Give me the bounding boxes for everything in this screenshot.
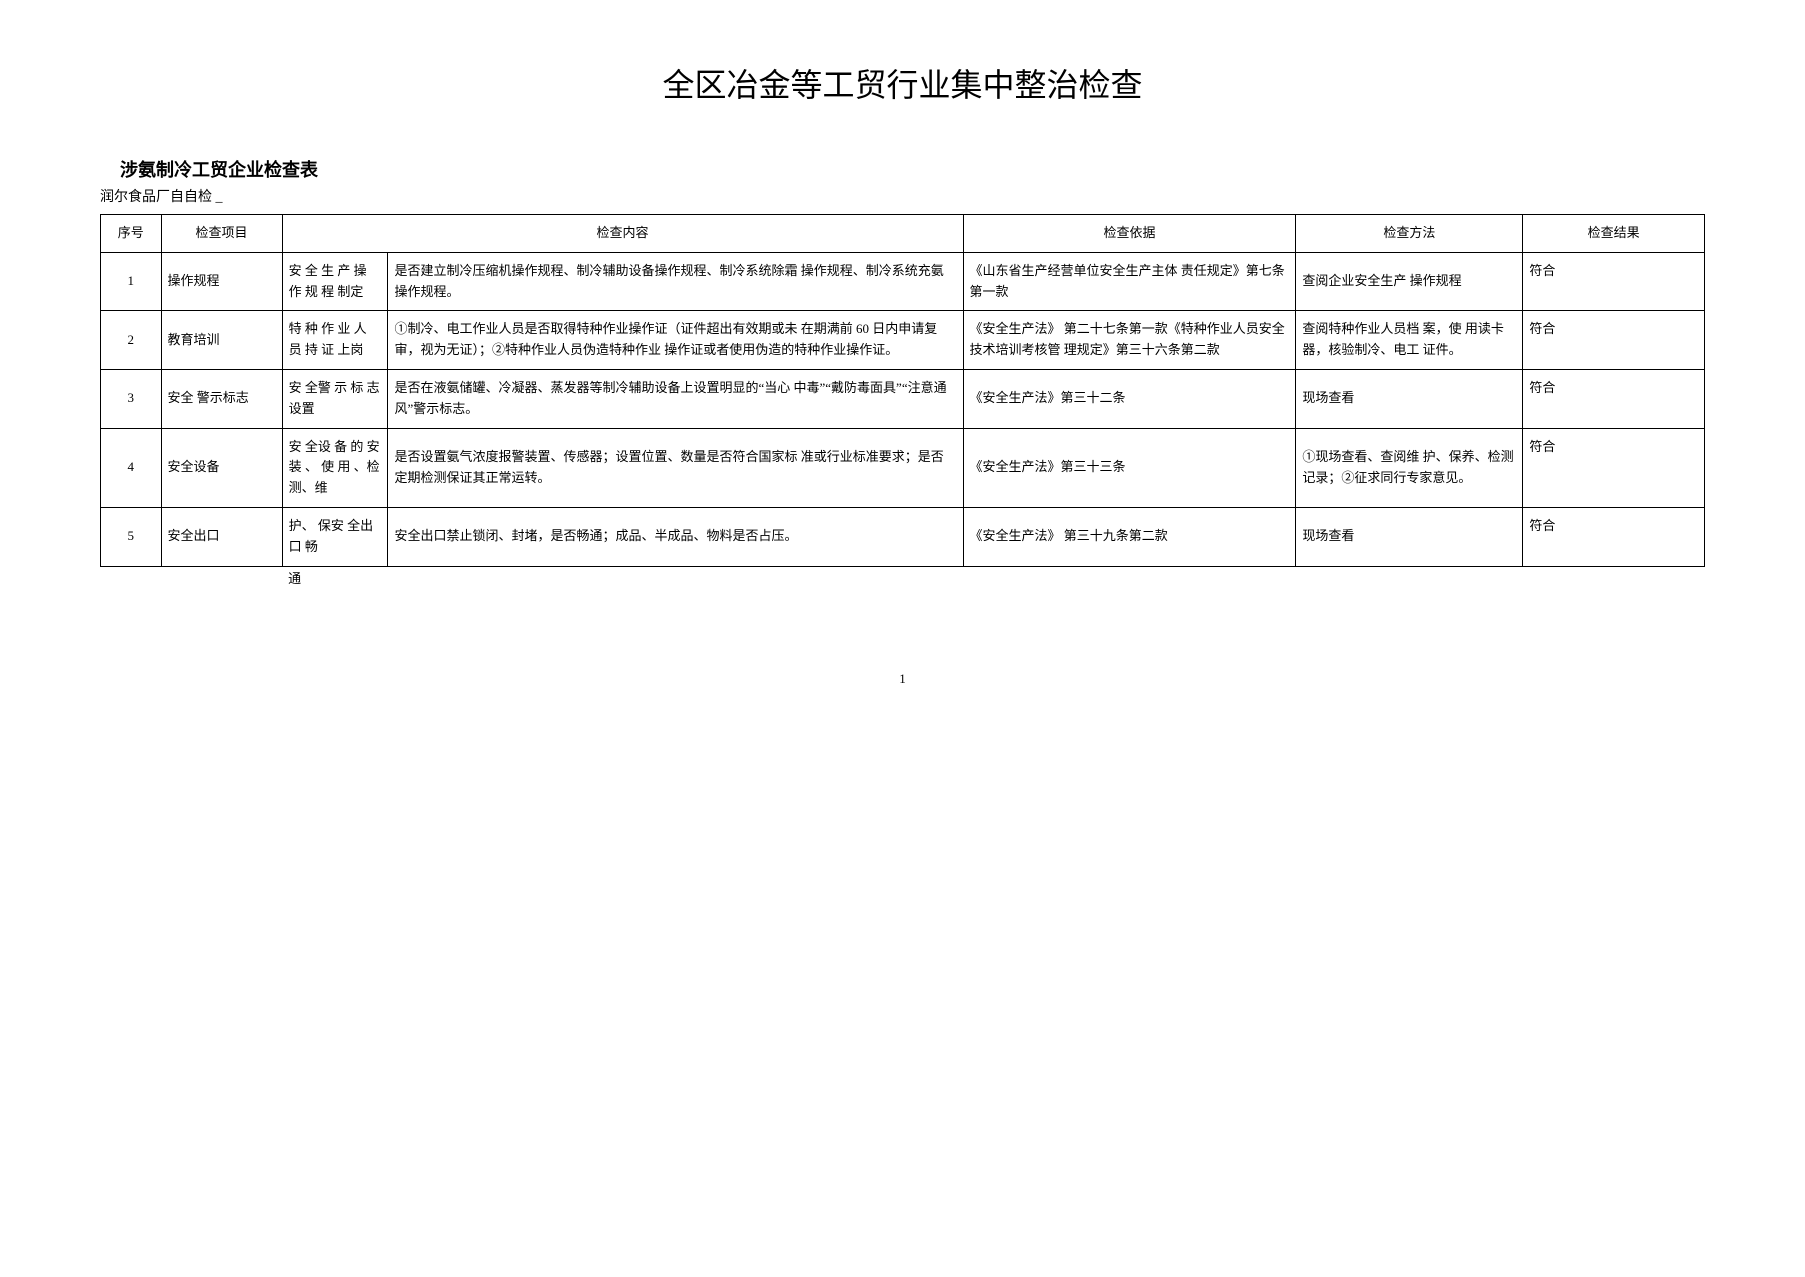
table-row-trailing: 通 — [101, 566, 1705, 591]
cell-item: 安全 警示标志 — [161, 369, 282, 428]
col-result: 检查结果 — [1523, 215, 1705, 253]
cell-content: 是否设置氨气浓度报警装置、传感器；设置位置、数量是否符合国家标 准或行业标准要求… — [388, 428, 963, 507]
col-method: 检查方法 — [1296, 215, 1523, 253]
subtitle: 涉氨制冷工贸企业检查表 — [120, 156, 1705, 182]
cell-seq: 4 — [101, 428, 162, 507]
cell-method: 现场查看 — [1296, 369, 1523, 428]
cell-seq: 5 — [101, 507, 162, 566]
cell-result: 符合 — [1523, 369, 1705, 428]
col-content: 检查内容 — [282, 215, 963, 253]
cell-method: ①现场查看、查阅维 护、保养、检测记录；②征求同行专家意见。 — [1296, 428, 1523, 507]
table-row: 5安全出口护、 保安 全出口 畅安全出口禁止锁闭、封堵，是否畅通；成品、半成品、… — [101, 507, 1705, 566]
cell-result: 符合 — [1523, 311, 1705, 370]
cell-sub: 安 全设 备 的 安 装 、 使 用 、检 测、维 — [282, 428, 388, 507]
cell-basis: 《安全生产法》 第二十七条第一款《特种作业人员安全技术培训考核管 理规定》第三十… — [963, 311, 1296, 370]
page-number: 1 — [100, 671, 1705, 687]
table-header-row: 序号 检查项目 检查内容 检查依据 检查方法 检查结果 — [101, 215, 1705, 253]
cell-seq: 3 — [101, 369, 162, 428]
cell-basis: 《安全生产法》 第三十九条第二款 — [963, 507, 1296, 566]
cell-sub: 特 种 作 业 人 员 持 证 上岗 — [282, 311, 388, 370]
subtext: 润尔食品厂自自检 _ — [100, 186, 1705, 206]
cell-sub: 安 全警 示 标 志设置 — [282, 369, 388, 428]
cell-sub: 安 全 生 产 操 作 规 程 制定 — [282, 252, 388, 311]
cell-method: 查阅特种作业人员档 案，使 用读卡器，核验制冷、电工 证件。 — [1296, 311, 1523, 370]
cell-content: 是否在液氨储罐、冷凝器、蒸发器等制冷辅助设备上设置明显的“当心 中毒”“戴防毒面… — [388, 369, 963, 428]
page-title: 全区冶金等工贸行业集中整治检查 — [100, 60, 1705, 106]
cell-result: 符合 — [1523, 252, 1705, 311]
cell-basis: 《安全生产法》第三十二条 — [963, 369, 1296, 428]
cell-content: ①制冷、电工作业人员是否取得特种作业操作证（证件超出有效期或未 在期满前 60 … — [388, 311, 963, 370]
cell-basis: 《山东省生产经营单位安全生产主体 责任规定》第七条第一款 — [963, 252, 1296, 311]
cell-content: 安全出口禁止锁闭、封堵，是否畅通；成品、半成品、物料是否占压。 — [388, 507, 963, 566]
cell-seq: 1 — [101, 252, 162, 311]
inspection-table: 序号 检查项目 检查内容 检查依据 检查方法 检查结果 1操作规程安 全 生 产… — [100, 214, 1705, 591]
cell-result: 符合 — [1523, 507, 1705, 566]
cell-basis: 《安全生产法》第三十三条 — [963, 428, 1296, 507]
col-seq: 序号 — [101, 215, 162, 253]
cell-item: 教育培训 — [161, 311, 282, 370]
col-basis: 检查依据 — [963, 215, 1296, 253]
cell-sub: 护、 保安 全出口 畅 — [282, 507, 388, 566]
table-row: 2教育培训特 种 作 业 人 员 持 证 上岗①制冷、电工作业人员是否取得特种作… — [101, 311, 1705, 370]
cell-sub-trailing: 通 — [282, 566, 388, 591]
cell-item: 安全出口 — [161, 507, 282, 566]
table-row: 4安全设备安 全设 备 的 安 装 、 使 用 、检 测、维是否设置氨气浓度报警… — [101, 428, 1705, 507]
col-item: 检查项目 — [161, 215, 282, 253]
table-row: 3安全 警示标志安 全警 示 标 志设置是否在液氨储罐、冷凝器、蒸发器等制冷辅助… — [101, 369, 1705, 428]
cell-result: 符合 — [1523, 428, 1705, 507]
cell-method: 查阅企业安全生产 操作规程 — [1296, 252, 1523, 311]
cell-item: 操作规程 — [161, 252, 282, 311]
cell-item: 安全设备 — [161, 428, 282, 507]
cell-method: 现场查看 — [1296, 507, 1523, 566]
cell-seq: 2 — [101, 311, 162, 370]
table-row: 1操作规程安 全 生 产 操 作 规 程 制定是否建立制冷压缩机操作规程、制冷辅… — [101, 252, 1705, 311]
cell-content: 是否建立制冷压缩机操作规程、制冷辅助设备操作规程、制冷系统除霜 操作规程、制冷系… — [388, 252, 963, 311]
